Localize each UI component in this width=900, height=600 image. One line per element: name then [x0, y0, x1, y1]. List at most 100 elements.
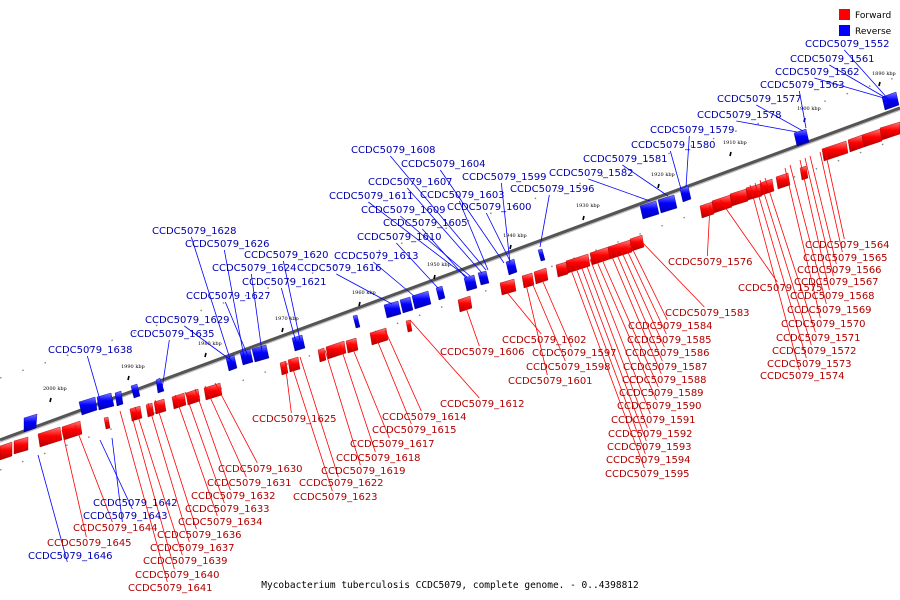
gene-leader-line	[500, 182, 511, 264]
gene-label[interactable]: CCDC5079_1578	[697, 110, 782, 121]
gene-label[interactable]: CCDC5079_1634	[178, 517, 263, 528]
gene-label[interactable]: CCDC5079_1562	[775, 67, 860, 78]
gene-label[interactable]: CCDC5079_1571	[776, 333, 861, 344]
gene-label[interactable]: CCDC5079_1609	[361, 205, 446, 216]
gene-label[interactable]: CCDC5079_1566	[797, 265, 882, 276]
tick-marks: 1890 kbp 1900 kbp 1910 kbp 1920 kbp 1930 kbp…	[43, 71, 896, 403]
gene-label[interactable]: CCDC5079_1585	[627, 335, 712, 346]
gene-label[interactable]: CCDC5079_1624	[212, 263, 297, 274]
gene-label[interactable]: CCDC5079_1628	[152, 226, 237, 237]
gene-label[interactable]: CCDC5079_1567	[794, 277, 879, 288]
gene-leader-line	[669, 150, 682, 190]
gene-label[interactable]: CCDC5079_1583	[665, 308, 750, 319]
gene-label[interactable]: CCDC5079_1620	[244, 250, 329, 261]
gene-label[interactable]: CCDC5079_1586	[625, 348, 710, 359]
gene-label[interactable]: CCDC5079_1642	[93, 498, 178, 509]
gene-label[interactable]: CCDC5079_1614	[382, 412, 467, 423]
gene-label[interactable]: CCDC5079_1619	[321, 466, 406, 477]
gene-label[interactable]: CCDC5079_1569	[787, 305, 872, 316]
gene-label[interactable]: CCDC5079_1593	[607, 442, 692, 453]
gene-label[interactable]: CCDC5079_1611	[329, 191, 414, 202]
gene-label[interactable]: CCDC5079_1633	[185, 504, 270, 515]
gene-label[interactable]: CCDC5079_1564	[805, 240, 890, 251]
gene-label[interactable]: CCDC5079_1605	[383, 218, 468, 229]
gene-label[interactable]: CCDC5079_1577	[717, 94, 802, 105]
gene-label[interactable]: CCDC5079_1618	[336, 453, 421, 464]
gene-label[interactable]: CCDC5079_1637	[150, 543, 235, 554]
gene-label[interactable]: CCDC5079_1580	[631, 140, 716, 151]
tick-label: 1920 kbp	[651, 172, 675, 178]
gene-label[interactable]: CCDC5079_1594	[606, 455, 691, 466]
gene-leader-line	[589, 258, 651, 415]
gene-label[interactable]: CCDC5079_1636	[157, 530, 242, 541]
gene-label[interactable]: CCDC5079_1579	[650, 125, 735, 136]
gene-label[interactable]: CCDC5079_1570	[781, 319, 866, 330]
gene-label[interactable]: CCDC5079_1621	[242, 277, 327, 288]
gene-label[interactable]: CCDC5079_1552	[805, 39, 890, 50]
gene-label[interactable]: CCDC5079_1604	[401, 159, 486, 170]
gene-label[interactable]: CCDC5079_1630	[218, 464, 303, 475]
gene-label[interactable]: CCDC5079_1629	[145, 315, 230, 326]
gene-label[interactable]: CCDC5079_1568	[790, 291, 875, 302]
legend-reverse-label: Reverse	[855, 27, 892, 37]
gene-label[interactable]: CCDC5079_1612	[440, 399, 525, 410]
gene-label[interactable]: CCDC5079_1607	[368, 177, 453, 188]
gene-label[interactable]: CCDC5079_1590	[617, 401, 702, 412]
tick-label: 1940 kbp	[503, 233, 527, 239]
gene-leader-line	[685, 135, 690, 188]
gene-label[interactable]: CCDC5079_1623	[293, 492, 378, 503]
gene-label[interactable]: CCDC5079_1599	[462, 172, 547, 183]
gene-label[interactable]: CCDC5079_1588	[622, 375, 707, 386]
gene-label[interactable]: CCDC5079_1589	[619, 388, 704, 399]
gene-label[interactable]: CCDC5079_1646	[28, 551, 113, 562]
gene-label[interactable]: CCDC5079_1600	[447, 202, 532, 213]
gene-label[interactable]: CCDC5079_1597	[532, 348, 617, 359]
gene-label[interactable]: CCDC5079_1582	[549, 168, 634, 179]
gene-label[interactable]: CCDC5079_1645	[47, 538, 132, 549]
gene-label[interactable]: CCDC5079_1635	[130, 329, 215, 340]
gene-label[interactable]: CCDC5079_1602	[502, 335, 587, 346]
gene-label[interactable]: CCDC5079_1591	[611, 415, 696, 426]
gene-label[interactable]: CCDC5079_1610	[357, 232, 442, 243]
gene-label[interactable]: CCDC5079_1576	[668, 257, 753, 268]
gene-label[interactable]: CCDC5079_1615	[372, 425, 457, 436]
gene-label[interactable]: CCDC5079_1573	[767, 359, 852, 370]
gene-label[interactable]: CCDC5079_1632	[191, 491, 276, 502]
gene-label[interactable]: CCDC5079_1638	[48, 345, 133, 356]
gene-label[interactable]: CCDC5079_1616	[297, 263, 382, 274]
gene-leader-line	[789, 164, 827, 305]
gene-label[interactable]: CCDC5079_1643	[83, 511, 168, 522]
gene-label[interactable]: CCDC5079_1575	[738, 283, 823, 294]
gene-label[interactable]: CCDC5079_1613	[334, 251, 419, 262]
tick-label: 2000 kbp	[43, 386, 67, 392]
gene-label[interactable]: CCDC5079_1584	[628, 321, 713, 332]
gene-label[interactable]: CCDC5079_1625	[252, 414, 337, 425]
gene-label[interactable]: CCDC5079_1626	[185, 239, 270, 250]
gene-label[interactable]: CCDC5079_1563	[760, 80, 845, 91]
gene-label[interactable]: CCDC5079_1606	[440, 347, 525, 358]
gene-label[interactable]: CCDC5079_1631	[207, 478, 292, 489]
gene-label[interactable]: CCDC5079_1641	[128, 583, 213, 594]
gene-label[interactable]: CCDC5079_1622	[299, 478, 384, 489]
gene-label[interactable]: CCDC5079_1581	[583, 154, 668, 165]
gene-label[interactable]: CCDC5079_1598	[526, 362, 611, 373]
gene-label[interactable]: CCDC5079_1617	[350, 439, 435, 450]
gene-label[interactable]: CCDC5079_1608	[351, 145, 436, 156]
gene-label[interactable]: CCDC5079_1587	[623, 362, 708, 373]
gene-label[interactable]: CCDC5079_1561	[790, 54, 875, 65]
gene-label[interactable]: CCDC5079_1565	[803, 253, 888, 264]
gene-label[interactable]: CCDC5079_1574	[760, 371, 845, 382]
gene-label[interactable]: CCDC5079_1644	[73, 523, 158, 534]
gene-label[interactable]: CCDC5079_1640	[135, 570, 220, 581]
gene-label[interactable]: CCDC5079_1603	[420, 190, 505, 201]
gene-label[interactable]: CCDC5079_1595	[605, 469, 690, 480]
gene-label[interactable]: CCDC5079_1596	[510, 184, 595, 195]
gene-label[interactable]: CCDC5079_1627	[186, 291, 271, 302]
gene-label[interactable]: CCDC5079_1592	[608, 429, 693, 440]
gene-label[interactable]: CCDC5079_1572	[772, 346, 857, 357]
gene-label[interactable]: CCDC5079_1639	[143, 556, 228, 567]
gene-label[interactable]: CCDC5079_1601	[508, 376, 593, 387]
gene-leader-line	[814, 77, 885, 99]
tick-mark	[657, 183, 660, 189]
